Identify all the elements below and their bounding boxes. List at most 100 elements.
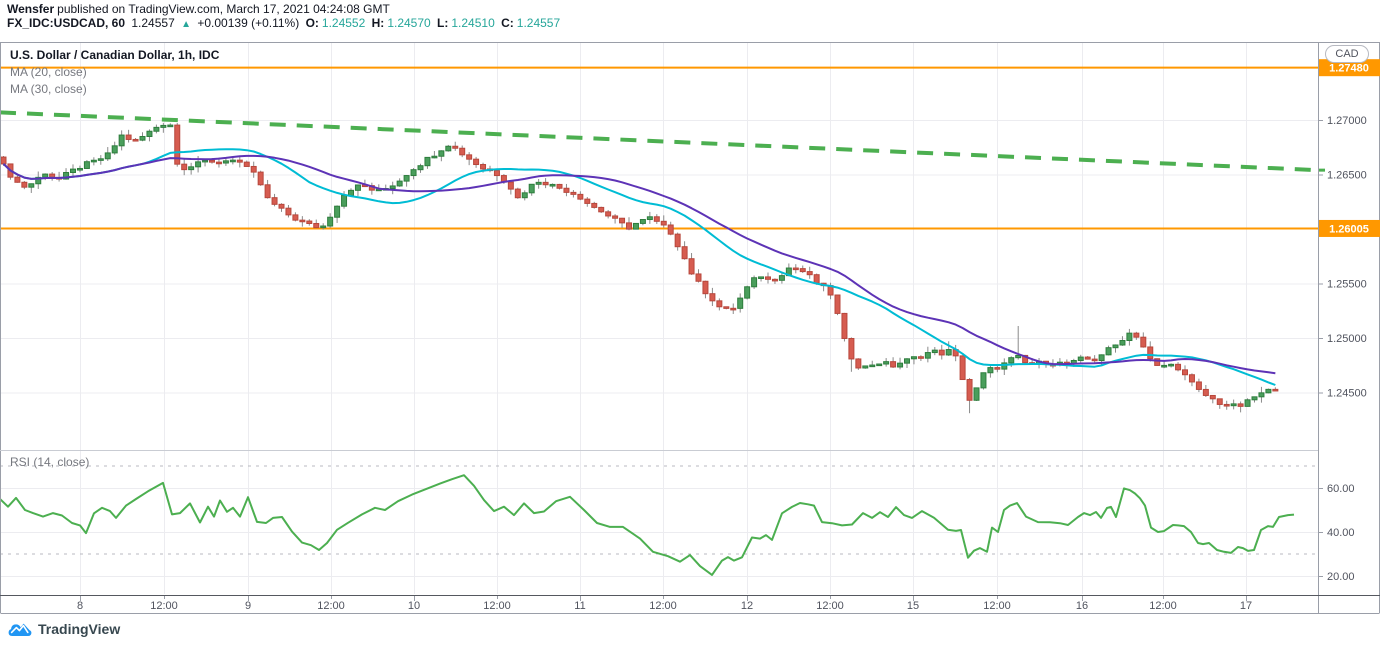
- candle-up: [1251, 396, 1258, 401]
- publish-info: published on TradingView.com, March 17, …: [57, 2, 390, 16]
- candle-up: [897, 362, 904, 368]
- candle-up: [1015, 354, 1022, 359]
- candle-down: [702, 280, 709, 295]
- candle-down: [514, 188, 521, 199]
- candle-up: [931, 349, 938, 354]
- ma30-legend: MA (30, close): [10, 82, 87, 96]
- level-price-label: 1.27480: [1329, 63, 1369, 75]
- candle-up: [535, 181, 542, 185]
- candle-down: [674, 233, 681, 248]
- time-tick-label: 12: [741, 600, 753, 612]
- candle-down: [709, 293, 716, 302]
- candle-down: [49, 173, 56, 178]
- candle-up: [431, 155, 438, 159]
- candle-down: [236, 159, 243, 163]
- candle-down: [1237, 403, 1244, 407]
- candle-up: [354, 184, 361, 191]
- candle-down: [653, 216, 660, 222]
- rsi-tick-label: 60.00: [1327, 483, 1355, 495]
- rsi-pane[interactable]: [0, 465, 1318, 576]
- candle-up: [639, 219, 646, 224]
- time-tick-label: 12:00: [1149, 600, 1177, 612]
- candle-down: [271, 197, 278, 205]
- candle-up: [438, 150, 445, 157]
- candle-up: [1077, 356, 1084, 362]
- candle-up: [910, 356, 917, 360]
- candle-up: [167, 124, 174, 128]
- candle-up: [924, 352, 931, 359]
- candle-down: [1209, 394, 1216, 400]
- candle-down: [730, 307, 737, 311]
- candle-up: [1001, 362, 1008, 370]
- price-tick-label: 1.26500: [1327, 170, 1367, 182]
- candle-down: [452, 145, 459, 149]
- candlestick-series[interactable]: [0, 124, 1279, 407]
- candle-up: [758, 276, 765, 279]
- candle-down: [806, 271, 813, 276]
- candle-down: [994, 367, 1001, 370]
- candle-down: [890, 361, 897, 368]
- time-tick-label: 12:00: [816, 600, 844, 612]
- candle-up: [876, 363, 883, 367]
- candle-up: [35, 176, 42, 185]
- price-axis[interactable]: 1.27000 1.26500 1.25500 1.25000 1.24500 60.00…: [1318, 59, 1380, 583]
- candle-down: [626, 222, 632, 230]
- high-label: H:: [371, 16, 385, 30]
- candle-up: [1119, 340, 1126, 346]
- tradingview-logo-icon: [8, 623, 32, 636]
- ma30-line: [2, 154, 1276, 375]
- candle-down: [257, 171, 264, 186]
- close-value: 1.24557: [516, 16, 561, 30]
- time-tick-label: 15: [907, 600, 919, 612]
- candle-down: [542, 181, 549, 186]
- price-pane[interactable]: [0, 66, 1318, 414]
- quote-line: FX_IDC:USDCAD, 60 1.24557 ▲ +0.00139 (+0…: [7, 16, 563, 32]
- candle-up: [202, 159, 209, 163]
- time-tick-label: 9: [245, 600, 251, 612]
- candle-down: [1175, 363, 1182, 371]
- candle-down: [21, 181, 28, 188]
- trendline[interactable]: [0, 110, 1318, 173]
- price-tick-label: 1.27000: [1327, 115, 1367, 127]
- candle-down: [473, 158, 480, 166]
- candle-up: [104, 152, 111, 160]
- currency-toggle-button[interactable]: CAD: [1325, 45, 1369, 63]
- candle-up: [320, 225, 327, 229]
- candle-up: [737, 297, 744, 309]
- candle-up: [70, 168, 76, 174]
- candle-down: [855, 358, 862, 369]
- candle-down: [1188, 374, 1195, 383]
- time-axis[interactable]: 8 12:00 9 12:00 10 12:00 11 12:00 12 12:00 15 12:00…: [77, 596, 1252, 612]
- candle-down: [771, 278, 778, 282]
- level-price-label-bg: [1319, 219, 1380, 237]
- candle-up: [139, 135, 146, 141]
- candle-down: [577, 193, 584, 200]
- candle-up: [1230, 403, 1237, 407]
- candle-down: [209, 159, 215, 163]
- candle-up: [63, 172, 70, 180]
- open-label: O:: [305, 16, 319, 30]
- candle-down: [834, 294, 841, 314]
- candle-up: [1105, 347, 1112, 356]
- candle-up: [341, 194, 348, 207]
- candle-up: [327, 216, 334, 227]
- candle-up: [146, 130, 153, 137]
- candle-down: [841, 312, 848, 339]
- candle-up: [445, 145, 452, 152]
- candle-down: [848, 337, 855, 360]
- candle-down: [1182, 369, 1188, 376]
- candle-down: [799, 268, 806, 273]
- time-tick-label: 12:00: [150, 600, 178, 612]
- level-price-label: 1.26005: [1329, 223, 1369, 235]
- candle-up: [1168, 363, 1175, 367]
- candle-up: [945, 349, 952, 356]
- candle-up: [862, 365, 869, 369]
- time-tick-label: 16: [1076, 600, 1088, 612]
- candle-down: [466, 154, 473, 160]
- candle-up: [778, 275, 785, 281]
- candle-up: [1244, 399, 1251, 407]
- pane-title: U.S. Dollar / Canadian Dollar, 1h, IDC: [10, 48, 220, 62]
- time-tick-label: 11: [574, 600, 585, 612]
